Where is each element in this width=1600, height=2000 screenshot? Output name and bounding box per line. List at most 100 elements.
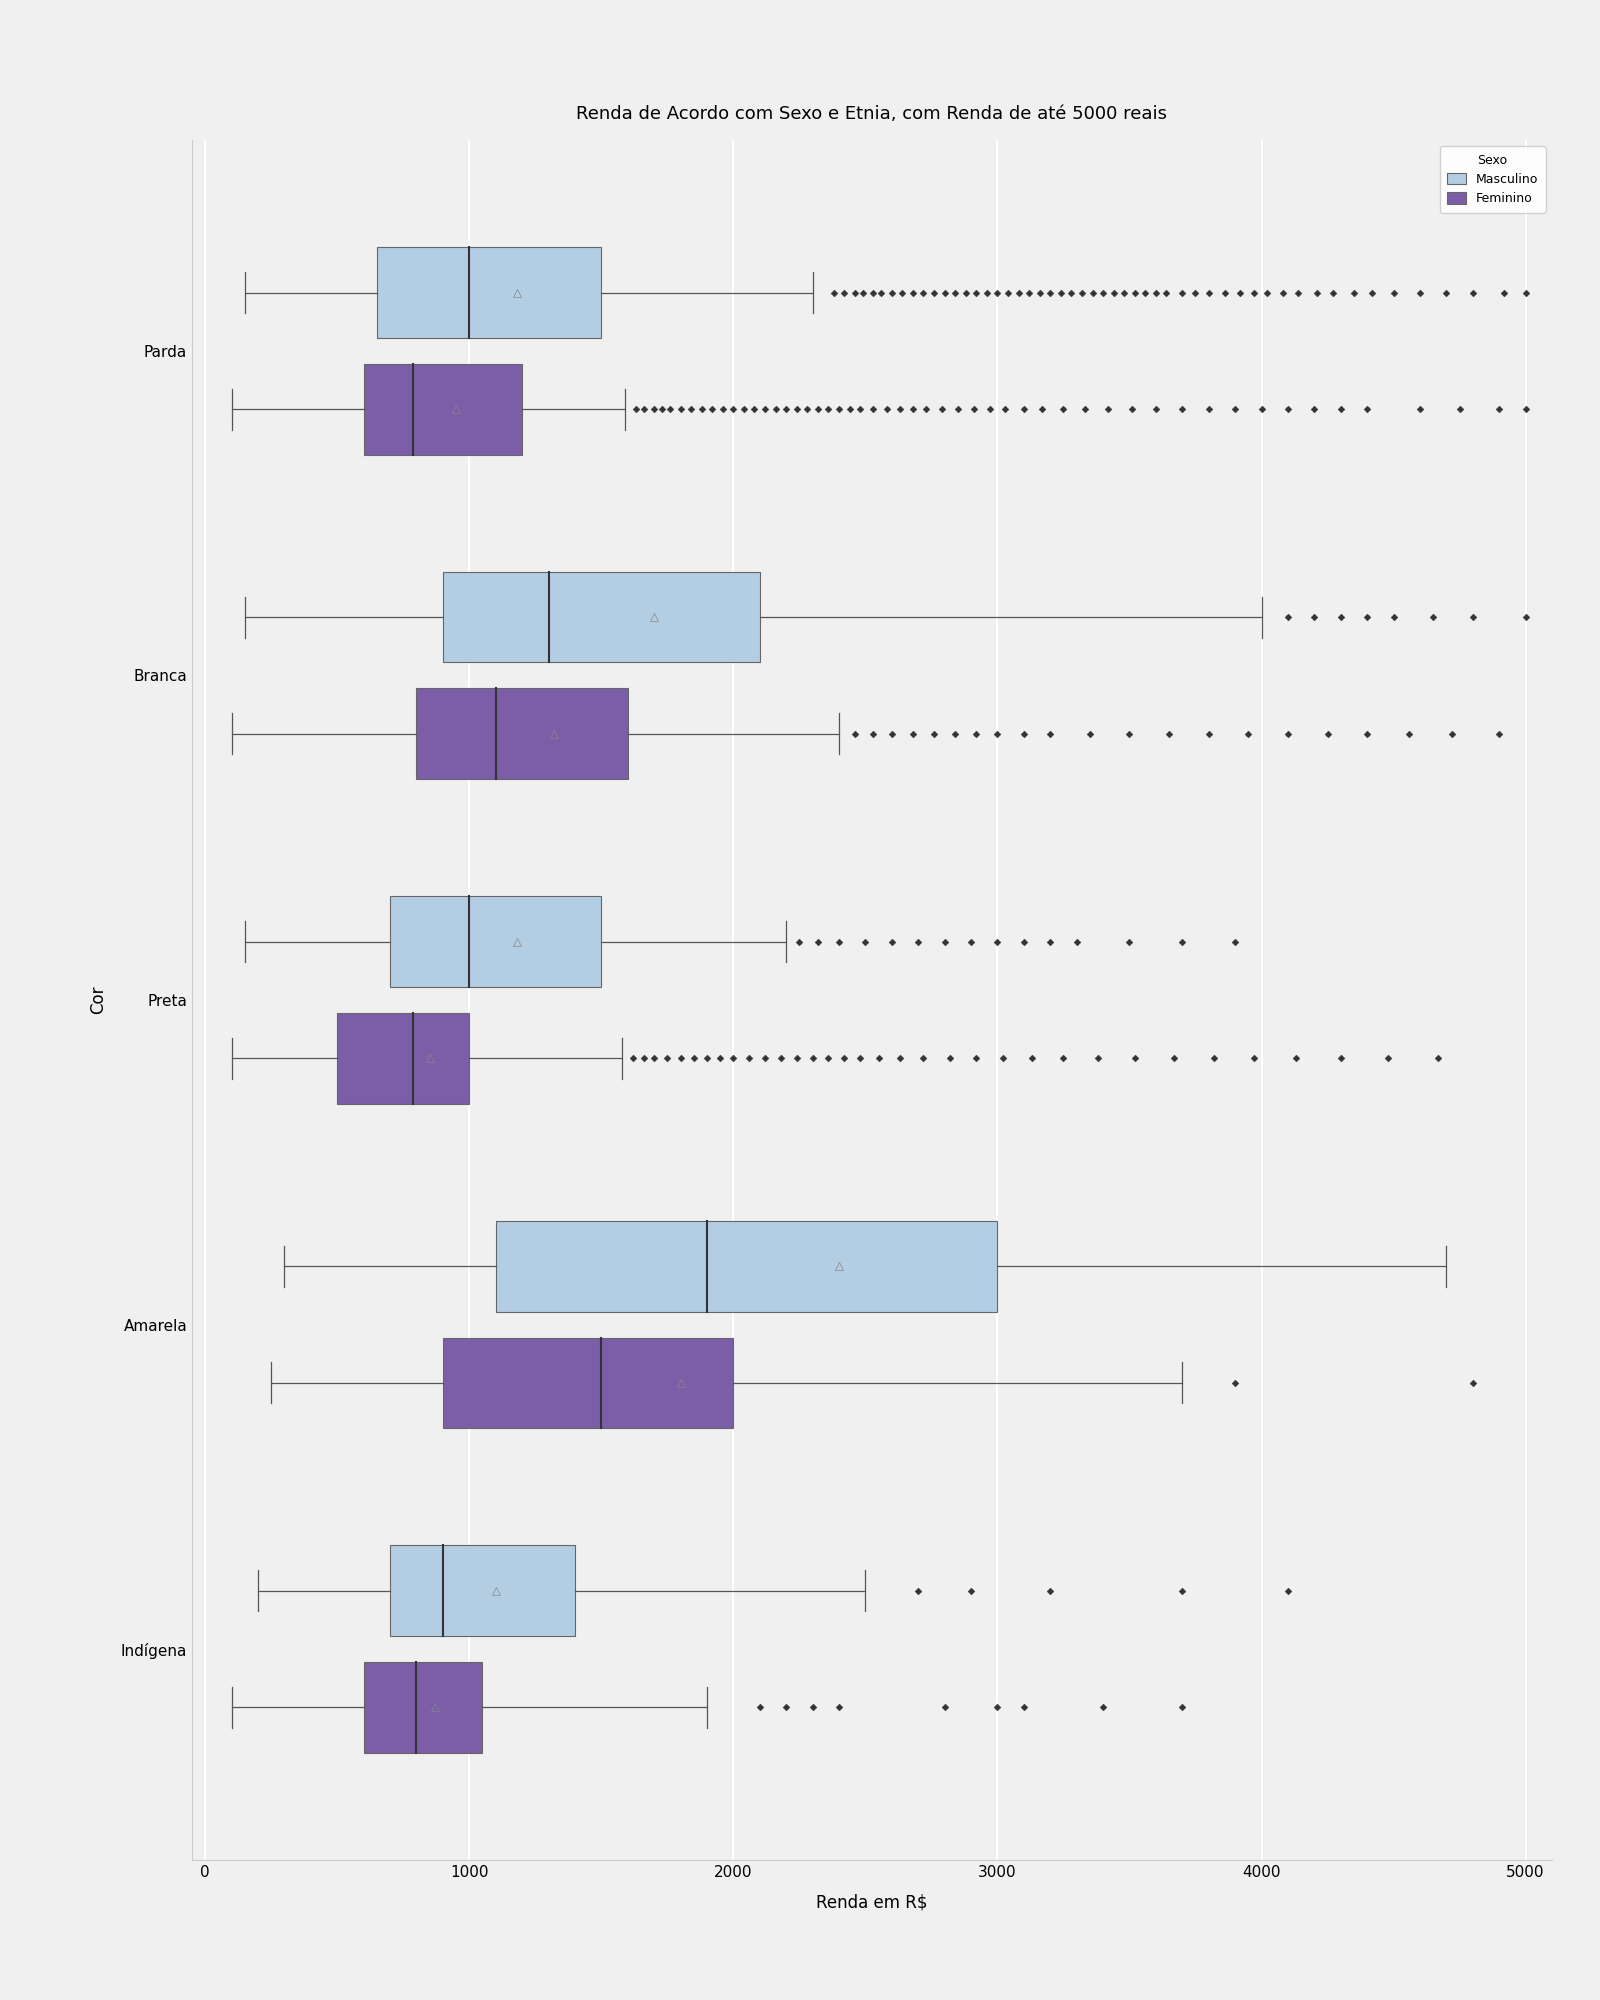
Point: [1354, 602, 1379, 634]
Point: [1376, 1042, 1402, 1074]
Point: [1275, 718, 1301, 750]
Point: [826, 394, 851, 426]
Point: [1381, 602, 1406, 634]
Point: [1304, 276, 1330, 308]
Point: [1006, 276, 1032, 308]
Point: [1222, 1366, 1248, 1398]
Point: [752, 394, 778, 426]
Point: [720, 1042, 746, 1074]
Point: [1090, 1692, 1115, 1724]
Title: Renda de Acordo com Sexo e Etnia, com Renda de até 5000 reais: Renda de Acordo com Sexo e Etnia, com Re…: [576, 106, 1168, 124]
Point: [1051, 1042, 1077, 1074]
Point: [901, 276, 926, 308]
Point: [1270, 276, 1296, 308]
Point: [1328, 602, 1354, 634]
Point: [731, 394, 757, 426]
Point: [1512, 602, 1538, 634]
Point: [842, 718, 867, 750]
Point: [1112, 276, 1138, 308]
Point: [1027, 276, 1053, 308]
Point: [1195, 394, 1221, 426]
Point: [890, 276, 915, 308]
Point: [1170, 276, 1195, 308]
Point: [853, 926, 878, 958]
Point: [861, 718, 886, 750]
Point: [848, 1042, 874, 1074]
Point: [1122, 1042, 1147, 1074]
Point: [878, 276, 904, 308]
Point: [901, 394, 926, 426]
Point: [914, 394, 939, 426]
Point: [816, 1042, 842, 1074]
Point: [1080, 276, 1106, 308]
Point: [1195, 276, 1221, 308]
Point: [1406, 276, 1432, 308]
Point: [784, 1042, 810, 1074]
Point: [1170, 1574, 1195, 1606]
Point: [1069, 276, 1094, 308]
Point: [621, 1042, 646, 1074]
Point: [1085, 1042, 1110, 1074]
Point: [1434, 276, 1459, 308]
Point: [1354, 718, 1379, 750]
Point: [1154, 276, 1179, 308]
Point: [1170, 926, 1195, 958]
Point: [821, 276, 846, 308]
Point: [1117, 926, 1142, 958]
Point: [1051, 394, 1077, 426]
Point: [901, 718, 926, 750]
Point: [1254, 276, 1280, 308]
Legend: Masculino, Feminino: Masculino, Feminino: [1440, 146, 1546, 212]
Point: [1446, 394, 1472, 426]
Point: [942, 276, 968, 308]
Point: [1170, 394, 1195, 426]
Point: [1142, 394, 1168, 426]
Point: [678, 394, 704, 426]
Point: [1037, 718, 1062, 750]
Point: [1459, 276, 1485, 308]
Point: [886, 394, 912, 426]
Point: [699, 394, 725, 426]
Bar: [363, 1662, 483, 1752]
Point: [1222, 394, 1248, 426]
Point: [866, 1042, 891, 1074]
Point: [962, 394, 987, 426]
Point: [963, 718, 989, 750]
Point: [630, 394, 656, 426]
Point: [1381, 276, 1406, 308]
Point: [922, 276, 947, 308]
Point: [922, 718, 947, 750]
Point: [995, 276, 1021, 308]
Point: [1248, 394, 1274, 426]
Point: [878, 926, 904, 958]
Point: [1019, 1042, 1045, 1074]
Point: [805, 926, 830, 958]
Bar: [443, 572, 760, 662]
Bar: [416, 688, 627, 780]
Point: [850, 276, 875, 308]
Point: [984, 1692, 1010, 1724]
Point: [1096, 394, 1122, 426]
Point: [816, 394, 842, 426]
Point: [832, 276, 858, 308]
Point: [931, 1692, 957, 1724]
Point: [874, 394, 899, 426]
Point: [1235, 718, 1261, 750]
Point: [1170, 1692, 1195, 1724]
Point: [910, 276, 936, 308]
Point: [1397, 718, 1422, 750]
Point: [1486, 718, 1512, 750]
Point: [1037, 276, 1062, 308]
Point: [1491, 276, 1517, 308]
Point: [1486, 394, 1512, 426]
Point: [1222, 926, 1248, 958]
Point: [1029, 394, 1054, 426]
Point: [1157, 718, 1182, 750]
Point: [958, 926, 984, 958]
Point: [1117, 718, 1142, 750]
Y-axis label: Cor: Cor: [90, 986, 107, 1014]
Point: [630, 1042, 656, 1074]
Point: [984, 926, 1010, 958]
Point: [954, 276, 979, 308]
Point: [1072, 394, 1098, 426]
